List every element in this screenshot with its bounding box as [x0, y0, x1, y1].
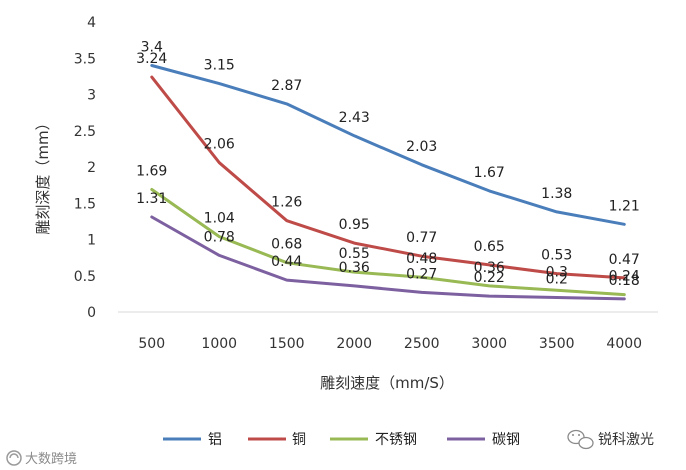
data-label: 1.26: [271, 195, 302, 211]
watermark-left-text: 大数跨境: [25, 452, 77, 467]
watermark-logo-icon: [6, 450, 22, 466]
data-label: 1.21: [609, 198, 640, 214]
x-tick-label: 3000: [471, 336, 507, 352]
y-tick-label: 0: [87, 305, 96, 321]
data-label: 1.69: [136, 163, 167, 179]
data-label: 0.18: [609, 273, 640, 289]
y-tick-label: 0.5: [74, 269, 96, 285]
legend-label: 铜: [292, 432, 306, 448]
data-label: 2.43: [339, 110, 370, 126]
y-tick-label: 2.5: [74, 124, 96, 140]
data-label: 0.24: [609, 269, 640, 285]
data-label: 1.67: [474, 165, 505, 181]
y-axis-ticks: 0 0.5 1 1.5 2 2.5 3 3.5 4: [74, 15, 96, 321]
series-line: [150, 188, 626, 297]
series-line: [150, 215, 626, 301]
data-label: 3.4: [141, 40, 163, 56]
data-label: 3.15: [204, 58, 235, 74]
wechat-icon: [567, 429, 594, 450]
y-axis-title: 雕刻深度（mm）: [34, 115, 52, 234]
watermark-logo-inner-icon: [9, 453, 19, 459]
data-label: 0.27: [406, 266, 437, 282]
y-tick-label: 3.5: [74, 51, 96, 67]
data-label: 0.55: [339, 246, 370, 262]
data-label: 0.78: [204, 229, 235, 245]
data-label: 0.44: [271, 254, 302, 270]
data-label: 0.22: [474, 270, 505, 286]
x-tick-label: 2000: [336, 336, 372, 352]
data-label: 1.31: [136, 191, 167, 207]
x-axis-title: 雕刻速度（mm/S）: [320, 374, 454, 392]
x-tick-label: 500: [138, 336, 165, 352]
legend: 铝 铜 不锈钢 碳钢: [163, 432, 520, 448]
x-tick-label: 4000: [606, 336, 642, 352]
data-label: 2.87: [271, 78, 302, 94]
data-label: 1.04: [204, 211, 235, 227]
watermark-right-text: 锐科激光: [598, 431, 654, 448]
data-label: 0.36: [339, 260, 370, 276]
x-axis-ticks: 500 1000 1500 2000 2500 3000 3500 4000: [138, 336, 642, 352]
x-tick-label: 2500: [404, 336, 440, 352]
y-tick-label: 3: [87, 88, 96, 104]
legend-label: 铝: [208, 432, 222, 448]
data-label: 1.38: [541, 186, 572, 202]
data-label: 2.03: [406, 139, 437, 155]
series-line: [150, 75, 626, 280]
data-label: 0.47: [609, 252, 640, 268]
legend-label: 碳钢: [492, 432, 520, 448]
data-labels: 3.4 3.15 2.87 2.43 2.03 1.67 1.38 1.21 3.24 2.06 1…: [136, 40, 640, 289]
y-tick-label: 1: [87, 233, 96, 249]
data-label: 2.06: [204, 137, 235, 153]
x-tick-label: 1500: [269, 336, 305, 352]
y-tick-label: 4: [87, 15, 96, 31]
data-label: 0.65: [474, 239, 505, 255]
x-tick-label: 3500: [539, 336, 575, 352]
data-label: 0.95: [339, 217, 370, 233]
data-label: 0.3: [546, 264, 568, 280]
series-lines: [150, 64, 626, 301]
data-label: 0.48: [406, 251, 437, 267]
data-label: 0.2: [546, 272, 568, 288]
data-label: 0.53: [541, 248, 572, 264]
data-label: 0.68: [271, 237, 302, 253]
data-label: 0.77: [406, 230, 437, 246]
y-tick-label: 2: [87, 160, 96, 176]
y-tick-label: 1.5: [74, 196, 96, 212]
series-line: [150, 64, 626, 226]
x-tick-label: 1000: [201, 336, 237, 352]
legend-label: 不锈钢: [375, 432, 417, 448]
data-label: 0.36: [474, 260, 505, 276]
watermark-right: 锐科激光: [567, 429, 654, 450]
data-label: 3.24: [136, 51, 167, 67]
watermark-left: 大数跨境: [6, 450, 77, 467]
